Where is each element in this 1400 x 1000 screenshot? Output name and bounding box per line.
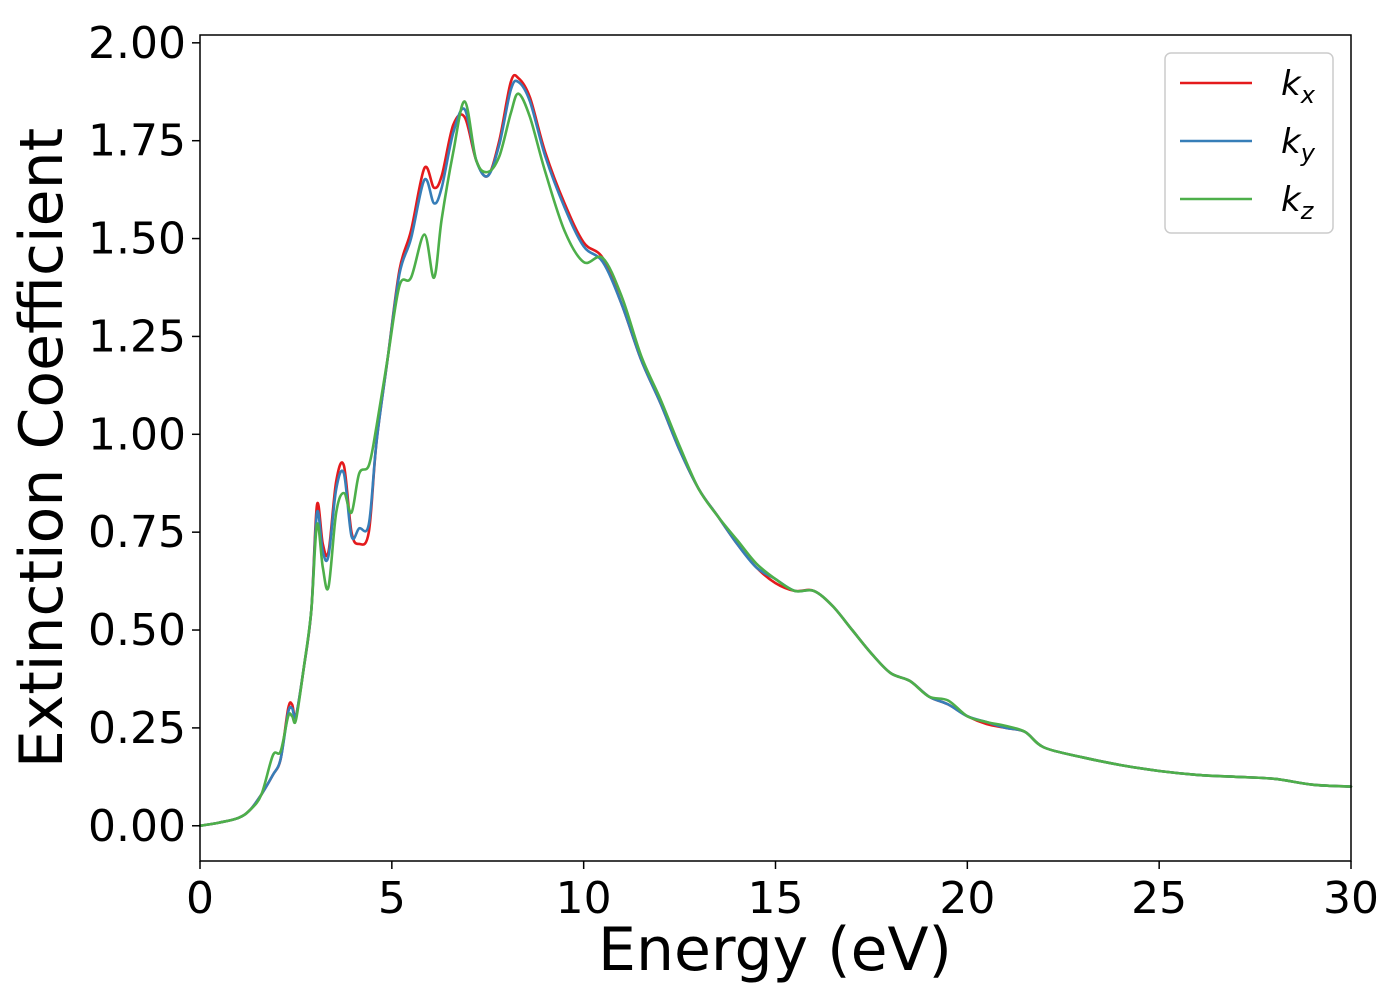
x-tick-label: 5 — [378, 873, 406, 924]
x-axis-ticks: 0 5 10 15 20 25 30 — [186, 861, 1379, 924]
y-axis-title: Extinction Coefficient — [7, 128, 77, 768]
x-tick-label: 20 — [939, 873, 995, 924]
y-tick-label: 1.50 — [88, 214, 186, 265]
y-tick-label: 1.25 — [88, 311, 186, 362]
x-tick-label: 10 — [556, 873, 612, 924]
y-tick-label: 2.00 — [88, 18, 186, 69]
legend-label-x: kx — [1281, 64, 1316, 109]
legend: kx ky kz — [1164, 52, 1334, 234]
y-tick-label: 1.00 — [88, 409, 186, 460]
y-tick-label: 0.50 — [88, 605, 186, 656]
y-tick-label: 1.75 — [88, 116, 186, 167]
x-tick-label: 0 — [186, 873, 214, 924]
series-line-z — [198, 92, 1353, 828]
y-tick-label: 0.00 — [88, 801, 186, 852]
legend-label-y: ky — [1281, 122, 1316, 167]
y-tick-label: 0.75 — [88, 507, 186, 558]
x-tick-label: 15 — [748, 873, 804, 924]
legend-items: kx ky kz — [1180, 64, 1316, 225]
x-tick-label: 30 — [1323, 873, 1379, 924]
legend-box — [1164, 52, 1334, 234]
x-axis-title: Energy (eV) — [598, 915, 952, 985]
y-tick-label: 0.25 — [88, 703, 186, 754]
y-axis-ticks: 0.00 0.25 0.50 0.75 1.00 1.25 1.50 1.75 2.00 — [88, 18, 200, 852]
x-tick-label: 25 — [1131, 873, 1187, 924]
legend-label-z: kz — [1281, 180, 1315, 225]
series-layer — [198, 73, 1353, 828]
